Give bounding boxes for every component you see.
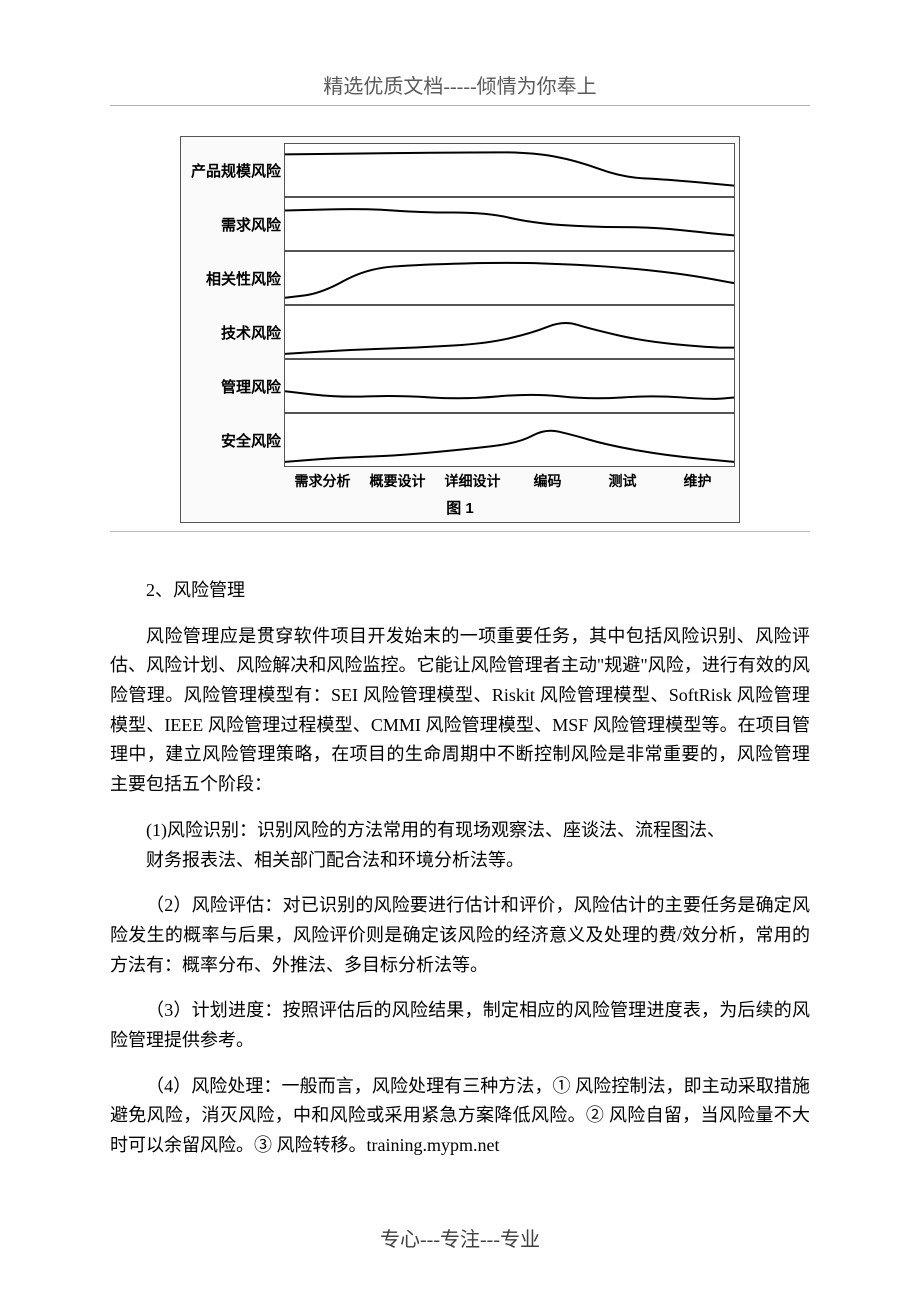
chart-cell	[284, 413, 735, 467]
chart-row-label: 技术风险	[185, 322, 285, 343]
chart-x-tick: 概要设计	[360, 471, 435, 491]
chart-cell	[284, 359, 735, 413]
chart-row: 管理风险	[185, 359, 735, 413]
page-footer: 专心---专注---专业	[0, 1223, 920, 1252]
chart-cell	[284, 305, 735, 359]
chart-row: 产品规模风险	[185, 143, 735, 197]
chart-x-tick: 维护	[660, 471, 735, 491]
chart-divider	[110, 531, 810, 532]
risk-chart: 产品规模风险需求风险相关性风险技术风险管理风险安全风险 需求分析概要设计详细设计…	[180, 136, 740, 523]
para-item-1-line1: (1)风险识别：识别风险的方法常用的有现场观察法、座谈法、流程图法、	[146, 820, 725, 840]
chart-x-tick: 测试	[585, 471, 660, 491]
para-item-1-line2: 财务报表法、相关部门配合法和环境分析法等。	[146, 850, 524, 870]
chart-row-label: 产品规模风险	[185, 160, 285, 181]
chart-row-label: 需求风险	[185, 214, 285, 235]
chart-row: 需求风险	[185, 197, 735, 251]
chart-x-tick: 需求分析	[285, 471, 360, 491]
para-item-2: （2）风险评估：对已识别的风险要进行估计和评价，风险估计的主要任务是确定风险发生…	[110, 891, 810, 980]
chart-row: 技术风险	[185, 305, 735, 359]
chart-row-label: 管理风险	[185, 376, 285, 397]
para-item-4: （4）风险处理：一般而言，风险处理有三种方法，① 风险控制法，即主动采取措施避免…	[110, 1072, 810, 1161]
page-header: 精选优质文档-----倾情为你奉上	[110, 70, 810, 106]
para-intro: 风险管理应是贯穿软件项目开发始末的一项重要任务，其中包括风险识别、风险评估、风险…	[110, 622, 810, 800]
para-item-1: (1)风险识别：识别风险的方法常用的有现场观察法、座谈法、流程图法、 财务报表法…	[110, 816, 810, 875]
chart-cell	[284, 143, 735, 197]
chart-cell	[284, 197, 735, 251]
chart-row: 安全风险	[185, 413, 735, 467]
chart-row: 相关性风险	[185, 251, 735, 305]
chart-x-tick: 详细设计	[435, 471, 510, 491]
chart-x-tick: 编码	[510, 471, 585, 491]
page: 精选优质文档-----倾情为你奉上 产品规模风险需求风险相关性风险技术风险管理风…	[0, 0, 920, 1217]
para-item-3: （3）计划进度：按照评估后的风险结果，制定相应的风险管理进度表，为后续的风险管理…	[110, 996, 810, 1055]
chart-x-axis: 需求分析概要设计详细设计编码测试维护	[185, 471, 735, 491]
chart-row-label: 安全风险	[185, 430, 285, 451]
chart-row-label: 相关性风险	[185, 268, 285, 289]
section-title: 2、风险管理	[110, 576, 810, 606]
chart-cell	[284, 251, 735, 305]
chart-caption: 图 1	[185, 491, 735, 522]
body-text: 2、风险管理 风险管理应是贯穿软件项目开发始末的一项重要任务，其中包括风险识别、…	[110, 576, 810, 1161]
